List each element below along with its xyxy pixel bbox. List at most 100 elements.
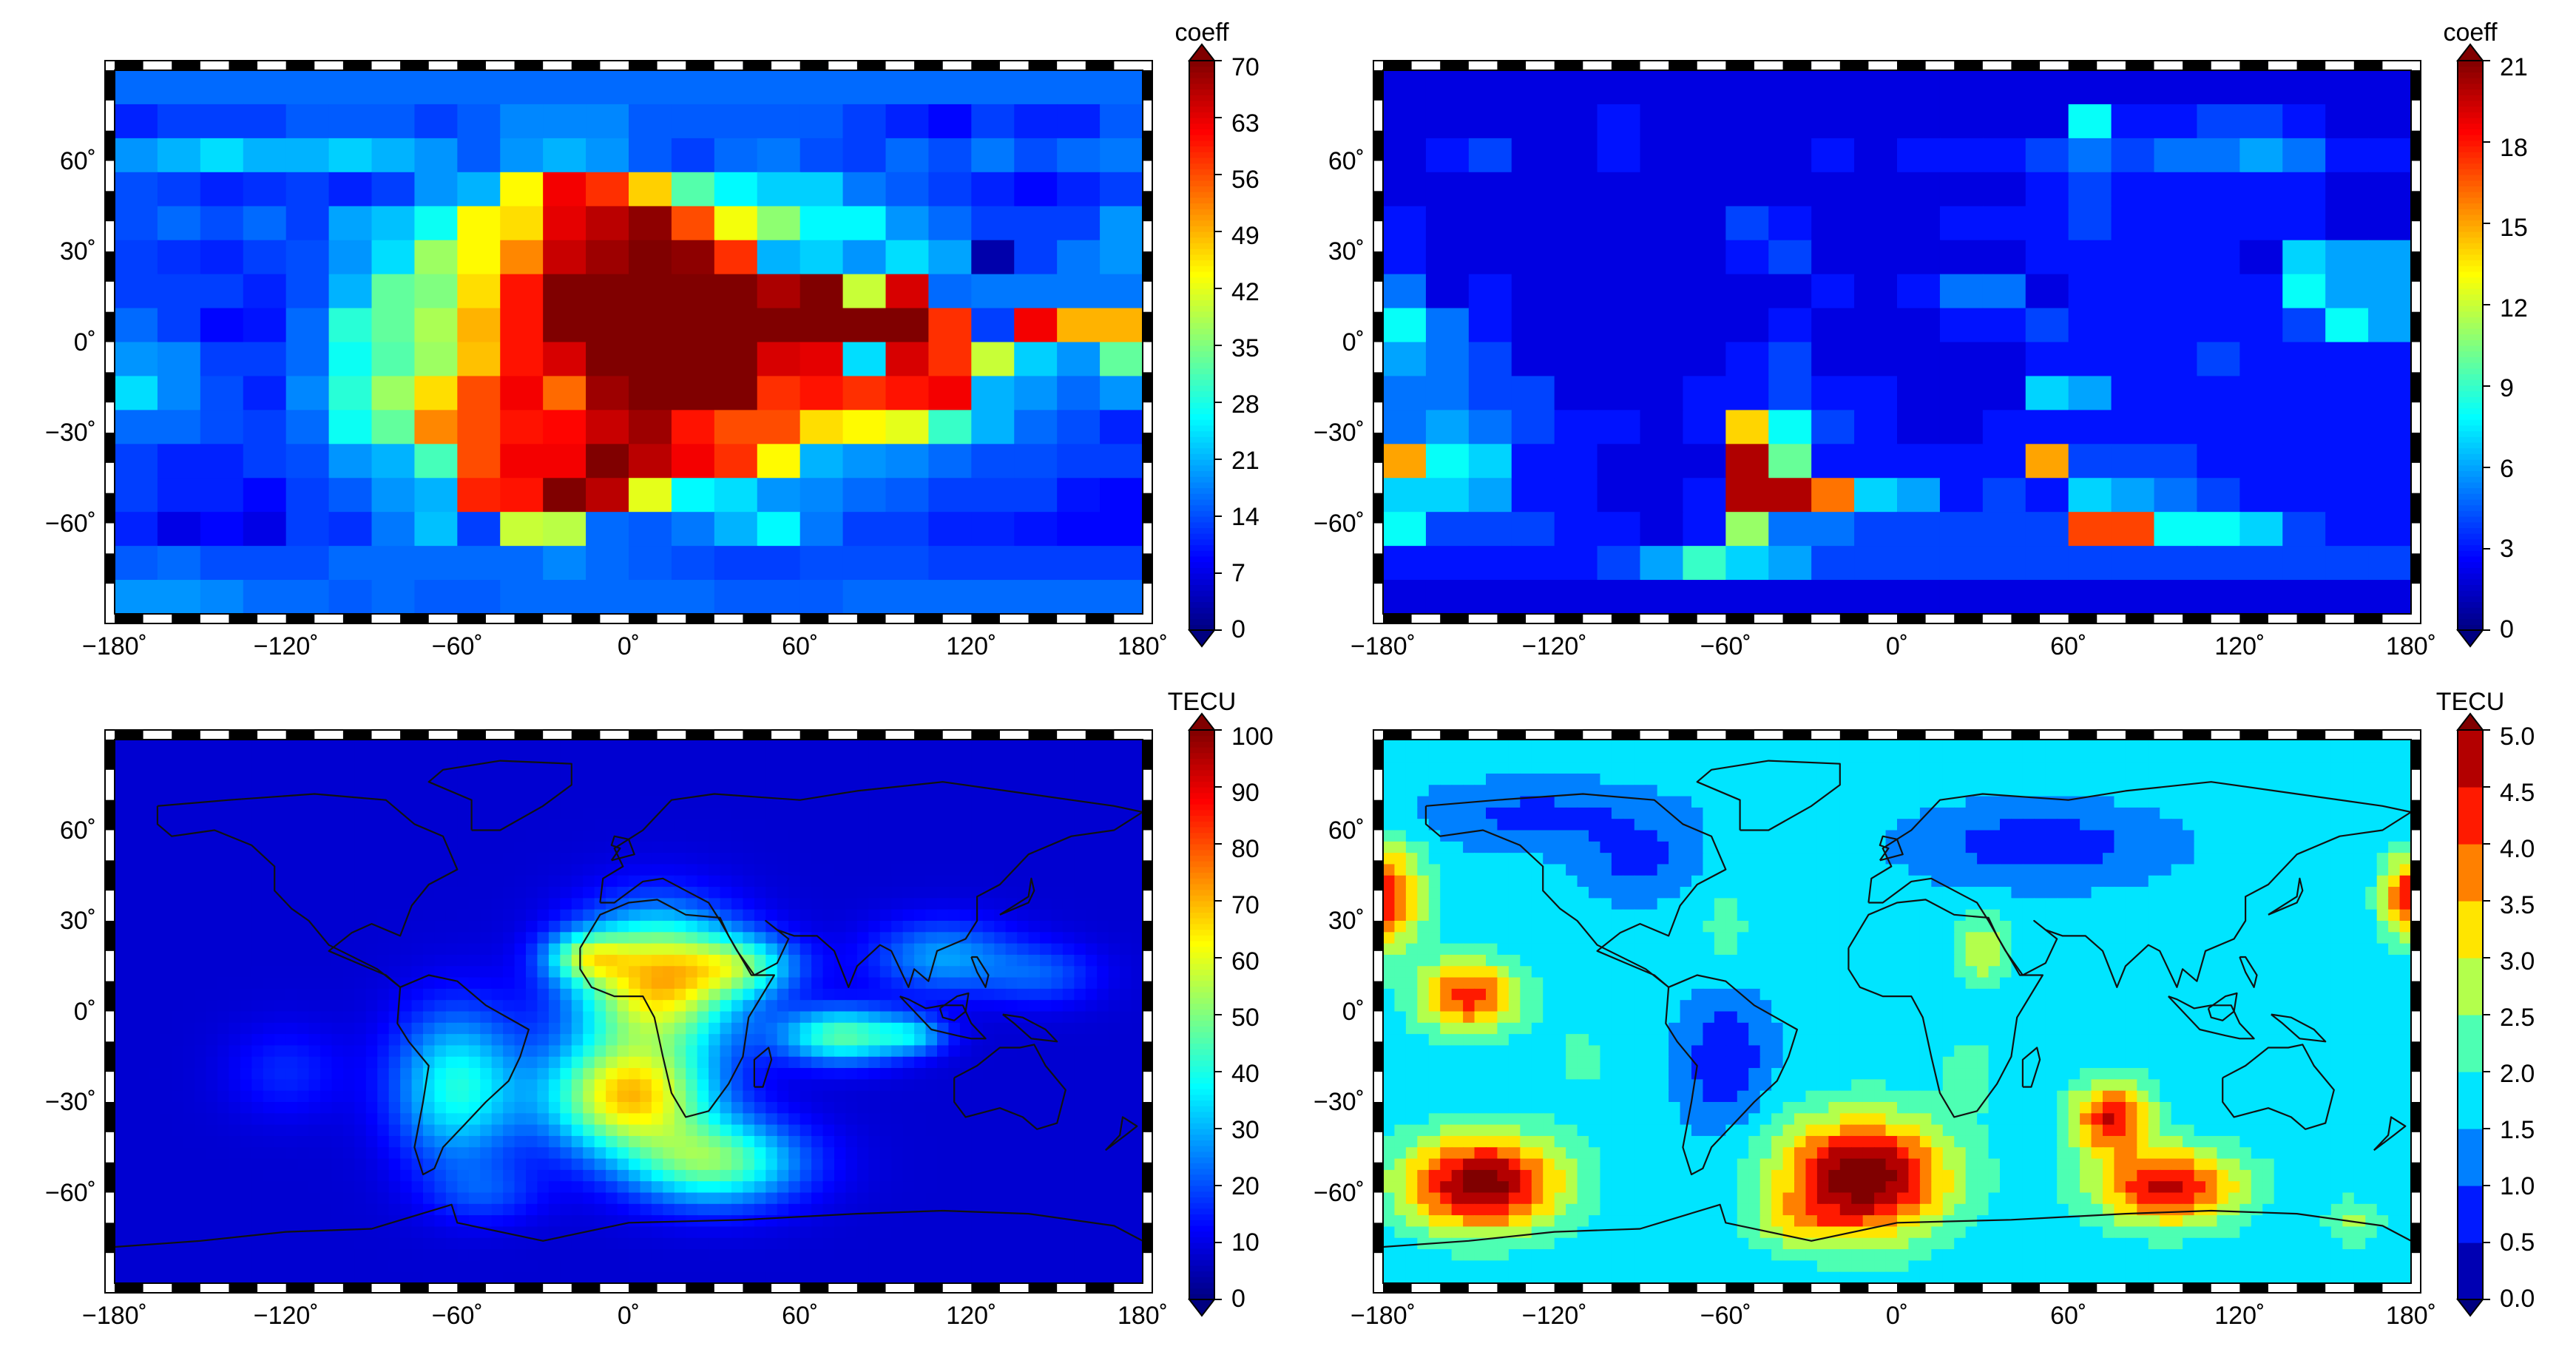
heat-cell: [206, 830, 218, 842]
heat-cell: [788, 785, 801, 797]
heat-cell: [388, 875, 401, 888]
heat-cell: [500, 546, 544, 581]
heat-cell: [856, 740, 870, 752]
heat-cell: [1085, 841, 1098, 853]
heat-cell: [617, 1022, 629, 1035]
heat-cell: [1597, 342, 1641, 377]
heat-cell: [629, 1181, 641, 1194]
heat-cell: [1005, 1147, 1018, 1160]
heat-cell: [868, 1169, 881, 1182]
heat-cell: [937, 807, 950, 819]
heat-cell: [594, 1045, 606, 1058]
heat-cell: [377, 740, 390, 752]
heat-cell: [1028, 807, 1041, 819]
heat-cell: [342, 830, 356, 842]
heat-cell: [445, 1068, 459, 1081]
heat-cell: [571, 1135, 584, 1149]
heat-cell: [1554, 206, 1598, 241]
heat-cell: [285, 1022, 298, 1035]
heat-cell: [856, 1056, 870, 1069]
heat-cell: [651, 966, 664, 978]
heat-cell: [856, 1113, 870, 1126]
heat-cell: [1683, 342, 1727, 377]
heat-cell: [172, 1169, 184, 1182]
colorbar-segment: [2458, 425, 2483, 432]
heat-cell: [651, 921, 664, 933]
heat-cell: [172, 1102, 184, 1115]
heat-cell: [500, 274, 544, 309]
colorbar-tick-label: 7: [1231, 559, 1245, 587]
frame-tick: [105, 130, 115, 161]
frame-tick: [514, 614, 544, 623]
heat-cell: [149, 988, 161, 1001]
heat-cell: [777, 1158, 790, 1171]
heat-cell: [172, 875, 184, 888]
heat-cell: [651, 875, 664, 888]
heat-cell: [195, 1113, 207, 1126]
heat-cell: [994, 864, 1007, 876]
heat-cell: [731, 841, 744, 853]
heat-cell: [1062, 1102, 1075, 1115]
heat-cell: [354, 1158, 367, 1171]
heat-cell: [856, 921, 870, 933]
heat-cell: [948, 796, 961, 808]
heat-cell: [583, 864, 595, 876]
heat-cell: [1120, 1102, 1132, 1115]
heat-cell: [674, 1147, 687, 1160]
heat-cell: [834, 1147, 847, 1160]
heat-cell: [842, 104, 887, 139]
heat-cell: [183, 1011, 195, 1024]
heat-cell: [251, 1011, 264, 1024]
heat-cell: [743, 1124, 755, 1137]
colorbar-tick-label: 21: [2500, 53, 2528, 81]
heat-cell: [240, 1169, 253, 1182]
heat-cell: [971, 104, 1015, 139]
heat-cell: [1120, 1045, 1132, 1058]
heat-cell: [1085, 1068, 1098, 1081]
heat-cell: [229, 1215, 241, 1228]
heat-cell: [606, 1215, 618, 1228]
heat-cell: [1683, 410, 1727, 445]
heat-cell: [274, 1011, 287, 1024]
heat-cell: [2025, 410, 2069, 445]
heat-cell: [157, 376, 201, 411]
heat-cell: [914, 932, 927, 944]
heat-cell: [879, 773, 893, 786]
heat-cell: [629, 410, 672, 445]
heat-cell: [445, 1215, 459, 1228]
heat-cell: [879, 1079, 893, 1092]
heat-cell: [891, 1022, 904, 1035]
heat-cell: [799, 932, 812, 944]
heat-cell: [526, 988, 538, 1001]
heat-cell: [928, 410, 973, 445]
heat-cell: [263, 966, 276, 978]
heat-cell: [1028, 1203, 1041, 1216]
heat-cell: [217, 954, 230, 967]
heat-cell: [845, 909, 858, 922]
heat-cell: [548, 887, 561, 899]
heat-cell: [308, 943, 321, 956]
heat-cell: [1051, 1203, 1064, 1216]
colorbar-segment: [2458, 510, 2483, 517]
heat-cell: [799, 274, 844, 309]
heat-cell: [229, 1192, 241, 1205]
heat-cell: [822, 887, 835, 899]
heat-cell: [1468, 546, 1512, 581]
heat-cell: [126, 751, 138, 763]
heat-cell: [160, 1079, 173, 1092]
heat-cell: [503, 988, 515, 1001]
heat-cell: [320, 1215, 333, 1228]
heat-cell: [1982, 308, 2026, 343]
heat-cell: [1120, 932, 1132, 944]
heat-cell: [183, 909, 195, 922]
heat-cell: [617, 1135, 629, 1149]
heat-cell: [1074, 887, 1086, 899]
heat-cell: [514, 1135, 527, 1149]
heat-cell: [2282, 206, 2326, 241]
heat-cell: [160, 853, 173, 865]
heat-cell: [342, 1147, 356, 1160]
heat-cell: [468, 785, 481, 797]
heat-cell: [651, 762, 664, 774]
heat-cell: [251, 1102, 264, 1115]
heat-cell: [195, 1068, 207, 1081]
